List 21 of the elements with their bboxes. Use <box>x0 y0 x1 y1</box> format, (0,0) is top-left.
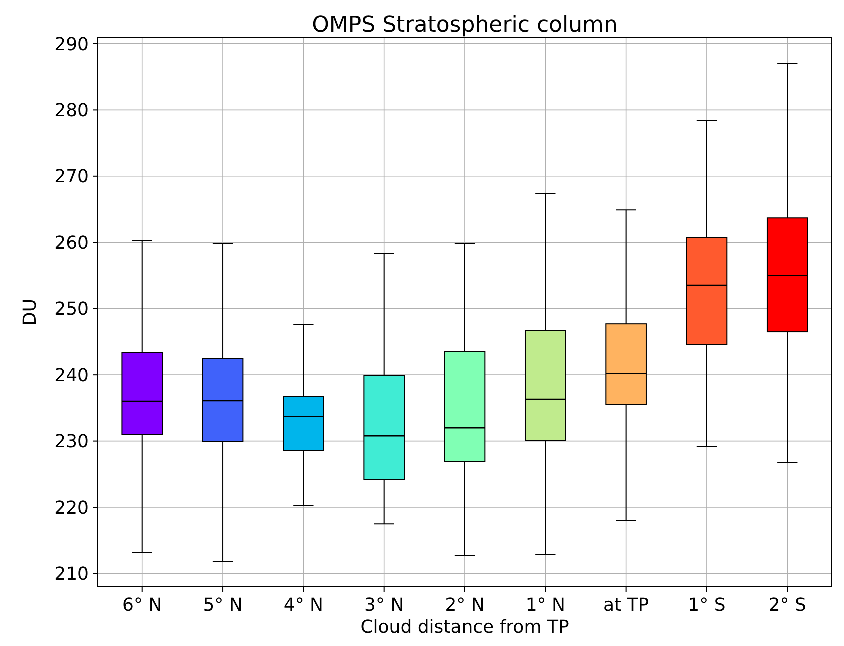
x-tick-label: 1° S <box>688 595 726 616</box>
y-tick-label: 230 <box>54 432 89 453</box>
chart-title: OMPS Stratospheric column <box>312 13 618 38</box>
x-tick-label: 2° N <box>445 595 485 616</box>
x-tick-label: 2° S <box>768 595 806 616</box>
y-tick-label: 240 <box>54 365 89 386</box>
x-tick-label: 3° N <box>364 595 404 616</box>
x-tick-label: 1° N <box>526 595 566 616</box>
y-tick-label: 220 <box>54 498 89 519</box>
y-tick-label: 250 <box>54 299 89 320</box>
y-tick-label: 280 <box>54 100 89 122</box>
y-tick-label: 270 <box>54 166 89 188</box>
x-tick-label: 6° N <box>122 595 162 616</box>
y-tick-label: 290 <box>54 34 89 56</box>
y-tick-label: 260 <box>54 232 89 254</box>
y-tick-label: 210 <box>54 564 89 586</box>
y-axis-title: DU <box>20 298 41 326</box>
x-tick-label: 5° N <box>203 595 243 616</box>
x-tick-label: at TP <box>603 595 650 616</box>
x-axis-title: Cloud distance from TP <box>360 617 570 638</box>
x-tick-label: 4° N <box>284 595 324 616</box>
